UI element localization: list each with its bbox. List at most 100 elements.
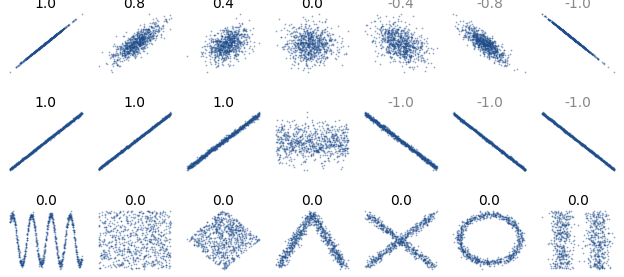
Point (135, 135, 145, 140)
Point (207, 147, 217, 151)
Point (74, 114, 84, 118)
Point (398, 138, 408, 143)
Point (215, 260, 225, 264)
Point (293, 40, 303, 45)
Point (495, 260, 505, 264)
Point (502, 258, 512, 262)
Point (371, 119, 381, 124)
Point (509, 159, 519, 163)
Point (464, 31, 474, 35)
Point (334, 125, 344, 129)
Point (150, 122, 160, 126)
Point (470, 40, 480, 45)
Point (328, 137, 338, 142)
Point (363, 112, 373, 116)
Point (235, 41, 245, 46)
Point (561, 31, 571, 35)
Point (500, 152, 510, 157)
Point (223, 135, 233, 140)
Point (120, 55, 130, 59)
Point (97, 164, 107, 168)
Point (32, 47, 42, 52)
Point (159, 238, 169, 242)
Point (239, 123, 249, 127)
Point (112, 58, 122, 62)
Point (498, 53, 508, 57)
Point (385, 50, 395, 55)
Point (420, 159, 430, 163)
Point (135, 29, 145, 33)
Point (105, 158, 115, 162)
Point (472, 36, 482, 40)
Point (128, 258, 138, 263)
Point (226, 134, 236, 138)
Point (21, 155, 31, 159)
Point (278, 133, 288, 137)
Point (72, 254, 82, 258)
Point (295, 127, 305, 131)
Point (238, 27, 248, 32)
Point (209, 224, 219, 228)
Point (236, 126, 246, 131)
Point (283, 259, 293, 264)
Point (304, 43, 314, 48)
Point (378, 124, 388, 128)
Point (418, 225, 428, 229)
Point (469, 126, 479, 130)
Point (471, 258, 481, 263)
Point (539, 112, 548, 116)
Point (503, 258, 513, 263)
Point (311, 230, 321, 235)
Point (464, 254, 474, 258)
Point (370, 28, 380, 33)
Point (405, 147, 415, 152)
Point (40, 41, 50, 46)
Point (475, 33, 485, 38)
Point (238, 43, 248, 47)
Point (505, 154, 515, 159)
Point (236, 126, 246, 130)
Point (480, 47, 490, 51)
Point (46, 214, 56, 219)
Point (278, 247, 288, 252)
Point (139, 39, 149, 43)
Point (586, 149, 596, 153)
Point (214, 141, 224, 145)
Point (574, 139, 584, 143)
Point (203, 149, 213, 153)
Point (118, 149, 128, 153)
Point (105, 243, 115, 248)
Point (58, 27, 68, 31)
Point (411, 149, 421, 154)
Point (224, 48, 234, 52)
Point (397, 43, 407, 48)
Point (150, 16, 160, 20)
Point (337, 147, 347, 152)
Point (51, 130, 61, 135)
Point (400, 238, 410, 242)
Point (322, 55, 332, 59)
Point (417, 43, 427, 48)
Point (461, 220, 470, 225)
Point (186, 165, 196, 169)
Point (595, 209, 605, 213)
Point (449, 111, 459, 115)
Point (6, 213, 16, 217)
Point (593, 154, 603, 158)
Point (129, 45, 139, 49)
Point (595, 239, 605, 244)
Point (589, 152, 599, 157)
Point (104, 257, 114, 262)
Point (124, 50, 134, 55)
Point (110, 214, 120, 219)
Point (157, 118, 167, 122)
Point (124, 43, 134, 47)
Point (408, 148, 418, 153)
Point (480, 212, 490, 216)
Point (148, 28, 158, 32)
Point (402, 53, 412, 58)
Point (188, 164, 198, 168)
Point (100, 224, 110, 229)
Point (459, 119, 469, 123)
Point (312, 40, 322, 45)
